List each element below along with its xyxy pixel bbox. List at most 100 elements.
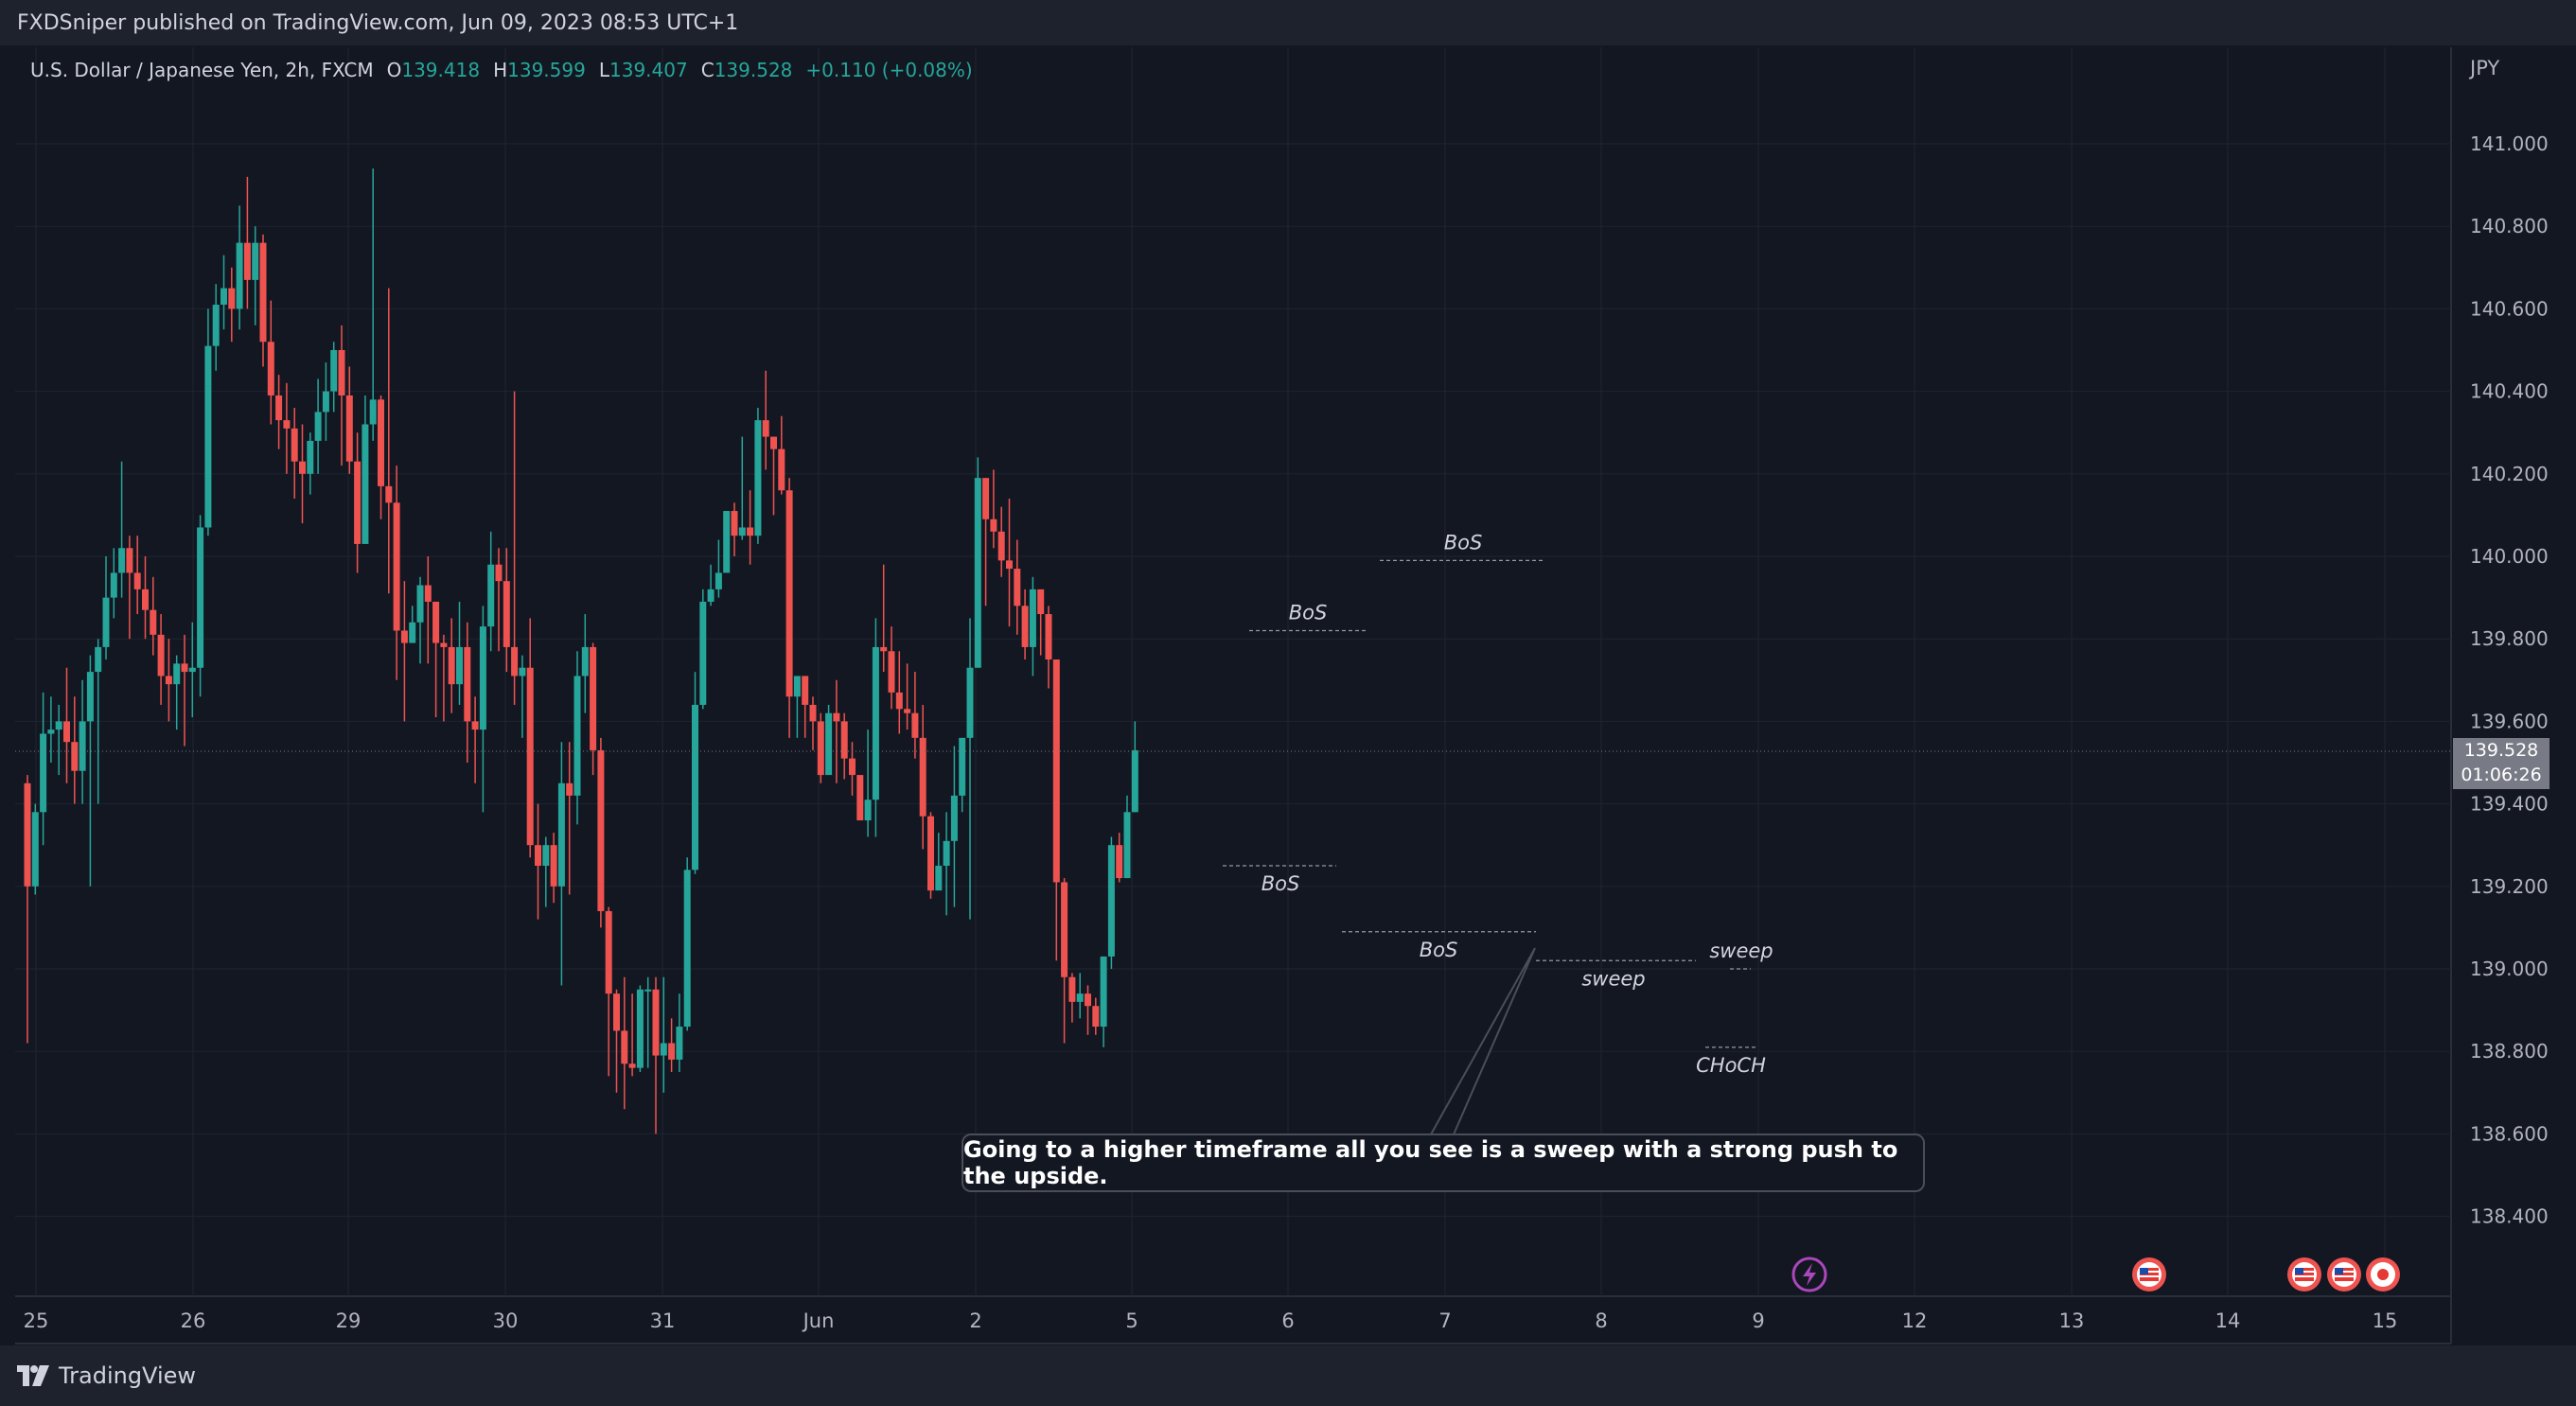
candle [369, 168, 377, 441]
lightning-event-icon[interactable] [1791, 1257, 1827, 1292]
candle [400, 581, 408, 722]
candle [95, 639, 102, 804]
candle [1006, 498, 1013, 627]
tradingview-logo[interactable]: TradingView [17, 1362, 196, 1389]
candle [1014, 539, 1021, 635]
candle [668, 1018, 676, 1072]
legend-high-label: H [493, 59, 508, 81]
candle [424, 556, 432, 664]
candle [535, 803, 541, 920]
structure-label: sweep [1581, 967, 1645, 990]
candle [188, 622, 196, 718]
candle [221, 255, 227, 330]
candle [126, 536, 133, 640]
candle [150, 576, 157, 656]
candle [307, 432, 314, 495]
structure-label: BoS [1444, 531, 1483, 554]
y-tick-label: 139.200 [2470, 875, 2549, 898]
candle [1092, 997, 1100, 1035]
candle [1085, 985, 1091, 1035]
candle [243, 176, 251, 309]
candle [990, 469, 997, 549]
legend-low: 139.407 [609, 59, 688, 81]
candle [1107, 836, 1115, 969]
legend-high: 139.599 [507, 59, 586, 81]
us-flag-event-icon[interactable] [2287, 1257, 2321, 1292]
bar-countdown: 01:06:26 [2461, 765, 2542, 785]
x-tick-label: 26 [181, 1309, 206, 1332]
chart-pane[interactable] [15, 47, 2451, 1296]
structure-label: CHoCH [1696, 1054, 1766, 1077]
candle [71, 696, 79, 804]
y-tick-label: 139.400 [2470, 793, 2549, 816]
candle [291, 408, 298, 499]
candle [856, 775, 864, 821]
candle [943, 812, 950, 916]
japan-flag-event-icon[interactable] [2366, 1257, 2400, 1292]
candle [621, 976, 628, 1110]
candle [817, 712, 824, 783]
candle [660, 976, 667, 1093]
structure-label: BoS [1420, 939, 1458, 961]
candle [974, 457, 981, 668]
candle [809, 696, 817, 750]
tradingview-logo-icon [17, 1365, 49, 1386]
candle [542, 836, 550, 907]
structure-label: BoS [1289, 601, 1328, 624]
last-price-value: 139.528 [2463, 740, 2539, 761]
candle [40, 692, 47, 846]
candle [283, 382, 291, 474]
candle [566, 742, 573, 895]
candle [778, 415, 785, 495]
candles-layer [24, 168, 1138, 1134]
x-tick-label: 14 [2215, 1309, 2241, 1332]
candle [802, 676, 809, 738]
candle [385, 288, 393, 594]
candle [157, 614, 165, 705]
legend-symbol[interactable]: U.S. Dollar / Japanese Yen, 2h, FXCM [30, 59, 374, 81]
x-tick-label: 25 [24, 1309, 49, 1332]
candle [503, 548, 510, 673]
symbol-legend: U.S. Dollar / Japanese Yen, 2h, FXCM O139… [30, 59, 986, 81]
annotation-labels: BoS BoS BoS BoS sweep sweep CHoCH [1262, 531, 1773, 1076]
candle [557, 742, 565, 986]
candle [723, 511, 731, 573]
candle [142, 556, 149, 640]
candle [102, 556, 110, 659]
candle [330, 342, 338, 413]
candle [966, 618, 974, 920]
candle [550, 833, 557, 904]
candle [354, 432, 362, 573]
candle [644, 976, 652, 1068]
candle [471, 696, 479, 783]
x-tick-label: 8 [1595, 1309, 1607, 1332]
candle [636, 985, 644, 1072]
candle [895, 651, 903, 734]
candle [793, 676, 801, 738]
candle [880, 564, 888, 673]
candle [362, 395, 369, 544]
candle [416, 576, 424, 664]
candle [63, 667, 70, 783]
annotation-lines [1223, 559, 1757, 1048]
candle [86, 655, 94, 887]
candle [1100, 956, 1107, 1047]
price-axis-pane[interactable] [2451, 47, 2576, 1344]
candle [1131, 721, 1138, 813]
us-flag-event-icon[interactable] [2327, 1257, 2361, 1292]
candle [652, 976, 660, 1134]
y-tick-label: 140.800 [2470, 215, 2549, 237]
callout-text: Going to a higher timeframe all you see … [963, 1136, 1898, 1189]
candle [950, 746, 958, 907]
candle [378, 395, 384, 519]
candle [1123, 795, 1131, 879]
y-tick-label: 138.400 [2470, 1205, 2549, 1228]
us-flag-event-icon[interactable] [2132, 1257, 2166, 1292]
last-price-badge: 139.528 01:06:26 [2453, 738, 2550, 789]
candle [495, 548, 503, 652]
x-tick-label: 9 [1752, 1309, 1764, 1332]
y-axis-labels: 141.000 140.800 140.600 140.400 140.200 140.0… [2470, 132, 2549, 1228]
structure-label: BoS [1262, 872, 1300, 895]
callout-box[interactable]: Going to a higher timeframe all you see … [962, 1134, 1925, 1192]
